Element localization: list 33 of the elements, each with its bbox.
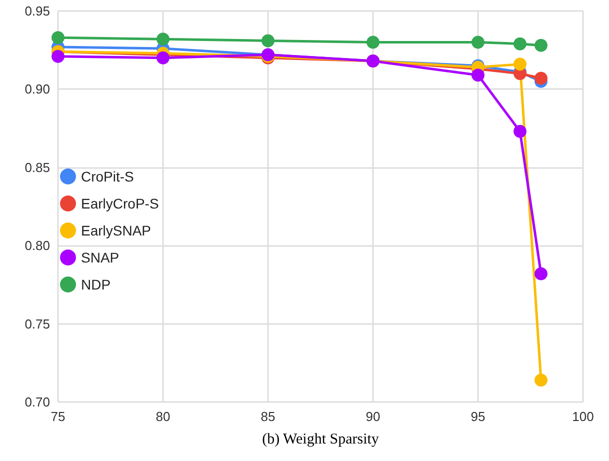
point <box>156 51 170 64</box>
legend-label: EarlyCroP-S <box>81 196 159 212</box>
x-tick-label: 80 <box>156 409 170 424</box>
y-tick-label: 0.90 <box>24 82 50 97</box>
y-tick-label: 0.85 <box>24 160 50 175</box>
point <box>534 72 548 85</box>
legend-label: EarlySNAP <box>81 222 152 238</box>
y-tick-label: 0.75 <box>24 316 50 332</box>
point <box>262 34 274 48</box>
point <box>514 58 526 71</box>
point <box>514 124 526 138</box>
legend-label: NDP <box>81 276 111 292</box>
x-tick-label: 75 <box>50 409 66 424</box>
y-tick-label: 0.80 <box>24 238 50 254</box>
x-tick-label: 90 <box>366 409 380 424</box>
y-tick-label: 0.95 <box>24 4 50 18</box>
x-tick-label: 100 <box>572 409 594 424</box>
legend-label: CroPit-S <box>81 168 134 184</box>
point <box>534 38 548 52</box>
y-tick-label: 0.70 <box>24 394 50 410</box>
point <box>52 50 64 63</box>
x-axis-title: (b) Weight Sparsity <box>262 432 380 448</box>
point <box>52 31 64 44</box>
point <box>534 374 548 387</box>
point <box>514 37 526 50</box>
x-tick-label: 85 <box>260 409 276 424</box>
point <box>366 36 380 49</box>
point <box>156 32 170 46</box>
x-tick-label: 95 <box>470 409 486 424</box>
point <box>472 68 484 82</box>
legend-label: SNAP <box>81 250 120 266</box>
point <box>472 36 484 49</box>
point <box>534 267 548 280</box>
